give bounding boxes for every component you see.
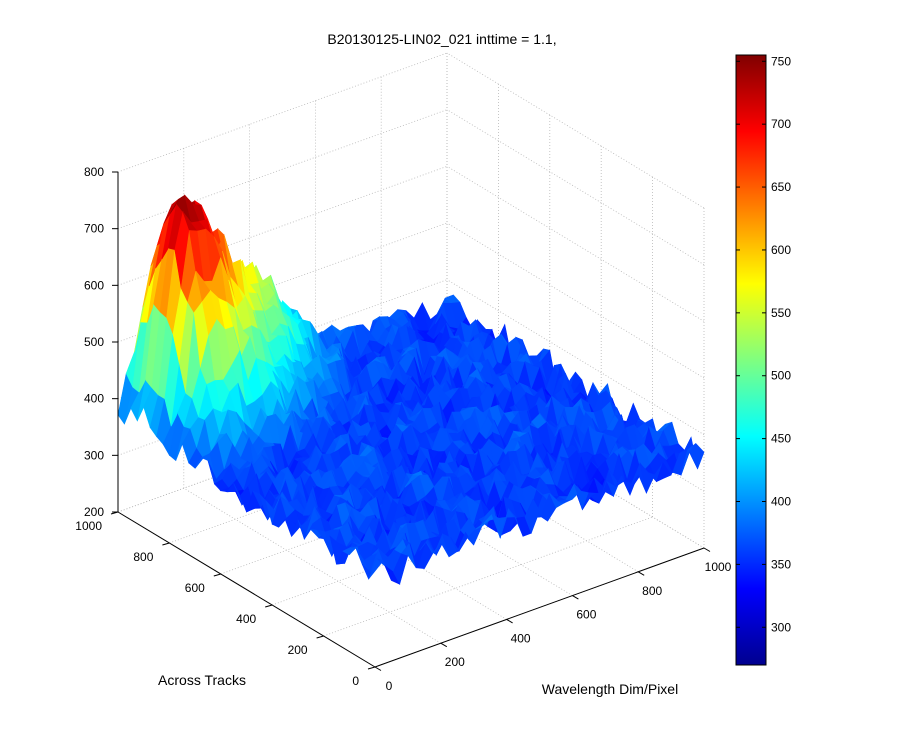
y-tick-label: 200	[288, 643, 308, 657]
grid-line	[183, 487, 442, 644]
surface-patch	[689, 443, 705, 470]
grid-line	[213, 573, 221, 577]
grid-line	[446, 52, 705, 209]
x-tick-label: 800	[642, 584, 662, 598]
grid-line	[374, 666, 382, 671]
colorbar-gradient	[735, 54, 767, 666]
grid-line	[506, 618, 513, 624]
colorbar-tick-label: 450	[771, 432, 791, 446]
colorbar-tick-label: 750	[771, 54, 791, 68]
colorbar-tick-label: 300	[771, 620, 791, 634]
y-tick-label: 1000	[75, 519, 102, 533]
z-tick-label: 500	[84, 335, 104, 349]
grid-line	[367, 666, 376, 670]
x-tick-label: 1000	[705, 560, 732, 574]
y-tick-label: 800	[133, 550, 153, 564]
x-tick-label: 0	[386, 679, 393, 693]
grid-line	[117, 222, 448, 343]
z-tick-label: 700	[84, 222, 104, 236]
colorbar-tick-label: 700	[771, 117, 791, 131]
grid-line	[265, 604, 273, 608]
colorbar-tick-label: 400	[771, 494, 791, 508]
colorbar-tick-label: 550	[771, 306, 791, 320]
x-axis-label: Wavelength Dim/Pixel	[542, 681, 678, 697]
grid-line	[374, 547, 705, 668]
x-tick-label: 200	[445, 655, 465, 669]
x-tick-label: 400	[511, 631, 531, 645]
y-tick-label: 600	[185, 581, 205, 595]
grid-line	[316, 635, 324, 639]
tick-labels: 0200400600800100002004006008001000200300…	[75, 165, 731, 693]
y-tick-label: 0	[352, 674, 359, 688]
colorbar-tick-label: 500	[771, 369, 791, 383]
grid-line	[446, 165, 705, 322]
z-tick-label: 300	[84, 448, 104, 462]
colorbar-tick-label: 650	[771, 180, 791, 194]
z-tick-label: 200	[84, 505, 104, 519]
z-tick-label: 600	[84, 278, 104, 292]
grid-line	[117, 511, 376, 668]
colorbar: 300 350 400 450 500 550 600 650 700 750	[735, 54, 791, 666]
y-tick-label: 400	[236, 612, 256, 626]
x-tick-label: 600	[576, 608, 596, 622]
grid-line	[440, 642, 448, 648]
y-axis-label: Across Tracks	[158, 672, 246, 688]
grid-line	[703, 547, 711, 552]
grid-line	[323, 516, 653, 637]
colorbar-tick-label: 600	[771, 243, 791, 257]
grid-line	[446, 279, 705, 436]
grid-line	[637, 571, 645, 576]
grid-line	[446, 222, 705, 379]
colorbar-tick-label: 350	[771, 557, 791, 571]
grid-line	[117, 165, 448, 286]
chart-title: B20130125-LIN02_021 inttime = 1.1,	[327, 31, 556, 47]
grid-line	[162, 542, 170, 546]
grid-line	[446, 109, 705, 266]
grid-line	[117, 109, 448, 230]
grid-line	[117, 52, 448, 173]
z-tick-label: 800	[84, 165, 104, 179]
colorbar-ticks: 300 350 400 450 500 550 600 650 700 750	[736, 54, 791, 634]
surface-plot	[117, 194, 705, 586]
grid-line	[572, 595, 579, 600]
z-tick-label: 400	[84, 392, 104, 406]
